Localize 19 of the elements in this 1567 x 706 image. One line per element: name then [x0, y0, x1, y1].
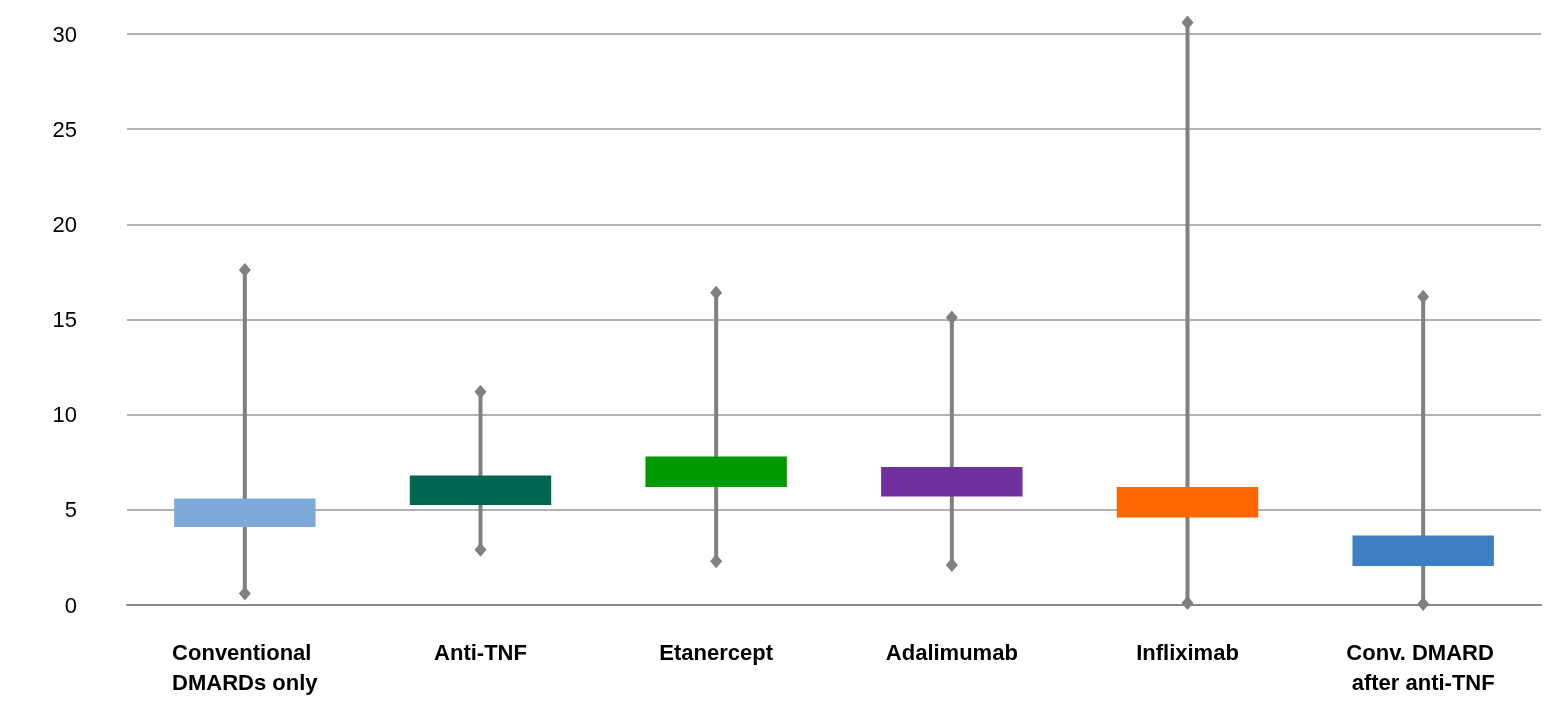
y-tick-label: 5 [64, 497, 77, 523]
bar [645, 456, 787, 487]
y-tick-label: 30 [52, 21, 77, 47]
y-tick-label: 20 [52, 211, 77, 237]
bar [1116, 486, 1259, 518]
x-tick-label: Conventional DMARDs only [172, 639, 319, 695]
x-tick-label: Conv. DMARD after anti-TNF [1346, 639, 1500, 695]
x-tick-label: Anti-TNF [434, 639, 527, 665]
bar [881, 467, 1023, 497]
y-tick-label: 10 [52, 402, 77, 428]
x-tick-label: Etanercept [659, 639, 774, 665]
x-tick-label: Adalimumab [885, 639, 1018, 665]
bar [1352, 535, 1494, 566]
y-tick-label: 25 [52, 116, 77, 142]
bar [174, 498, 316, 527]
x-tick-label: Infliximab [1136, 639, 1239, 665]
y-tick-label: 0 [64, 592, 77, 618]
bar [409, 475, 552, 506]
y-tick-label: 15 [52, 307, 77, 332]
